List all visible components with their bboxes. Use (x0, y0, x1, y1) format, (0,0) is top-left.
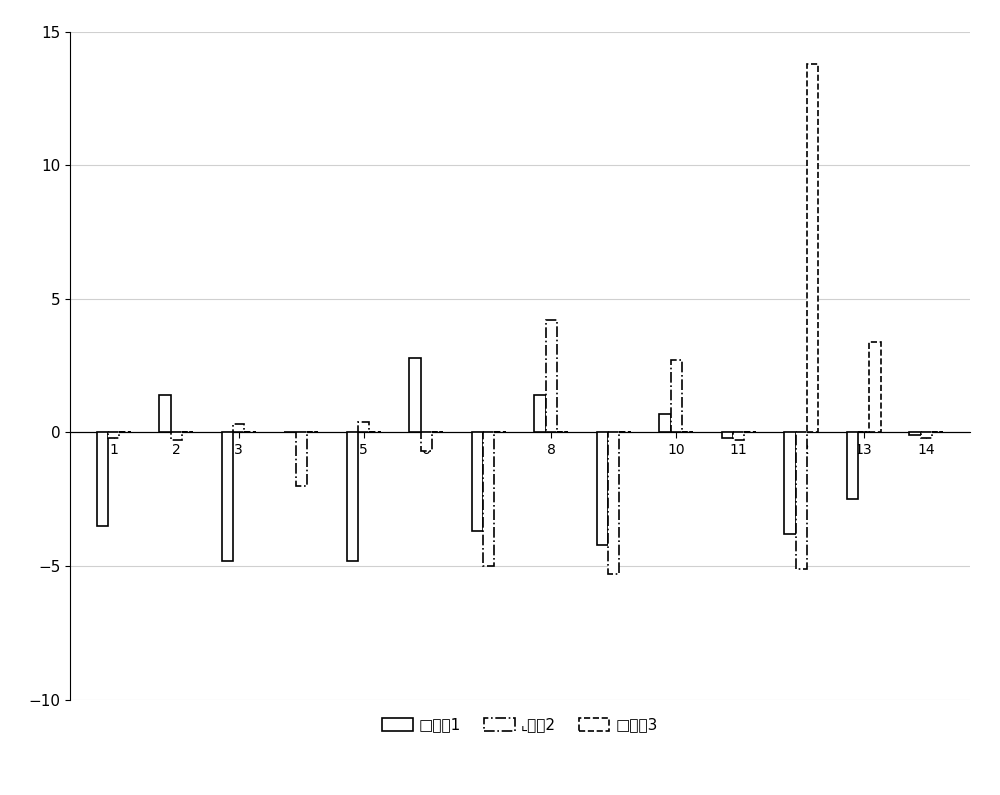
Bar (659, 413, 671, 432)
Bar (784, 432, 796, 534)
Bar (807, 64, 818, 432)
Bar (97, 432, 108, 526)
Bar (171, 432, 182, 440)
Bar (546, 320, 557, 432)
Bar (483, 432, 494, 566)
Bar (722, 432, 733, 438)
Bar (608, 432, 619, 574)
Bar (296, 432, 307, 486)
Bar (409, 358, 421, 432)
Bar (233, 425, 244, 432)
Bar (472, 432, 483, 531)
Bar (358, 422, 369, 432)
Bar (534, 395, 546, 432)
Bar (733, 432, 744, 440)
Bar (796, 432, 807, 568)
Bar (159, 395, 171, 432)
Bar (108, 432, 119, 438)
Bar (421, 432, 432, 452)
Bar (222, 432, 233, 560)
Bar (347, 432, 358, 560)
Bar (597, 432, 608, 545)
Bar (909, 432, 921, 435)
Bar (671, 360, 682, 432)
Bar (869, 342, 881, 432)
Legend: □区块1, ⌞区块2, □区块3: □区块1, ⌞区块2, □区块3 (376, 712, 664, 739)
Bar (847, 432, 858, 499)
Bar (921, 432, 932, 438)
